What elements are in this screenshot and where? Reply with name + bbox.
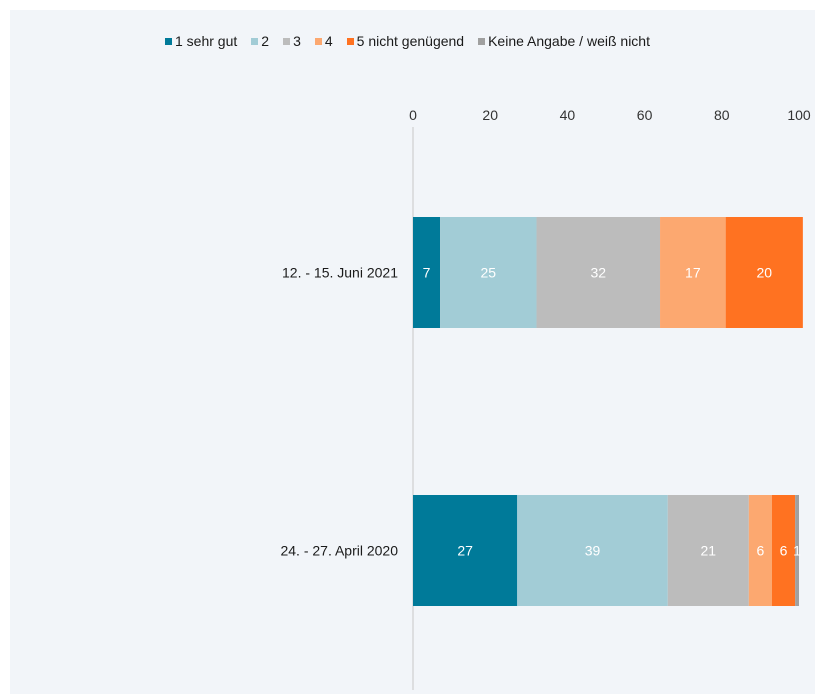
legend-swatch [314,37,322,45]
bar-segment-3 [667,495,749,606]
bar-segment-5-nicht-gen-gend [771,495,796,606]
legend-label: 1 sehr gut [175,33,238,49]
data-label: 21 [701,543,717,559]
x-tick-label: 80 [714,107,730,123]
x-tick-label: 100 [787,107,811,123]
legend-label: 2 [261,33,270,49]
data-label: 17 [685,265,701,281]
bar-segment-1-sehr-gut [413,495,518,606]
legend-item-1: 1 sehr gut [165,33,237,49]
legend-label: 4 [324,33,333,49]
legend-swatch [346,37,354,45]
x-tick-label: 0 [409,107,417,123]
legend-swatch [283,37,291,45]
bar-segment-2 [440,217,537,328]
legend-item-3: 3 [283,33,301,49]
data-label: 27 [457,543,473,559]
x-tick-label: 20 [482,107,498,123]
data-label: 39 [585,543,601,559]
data-label: 25 [480,265,496,281]
data-label: 7 [423,265,431,281]
data-label: 6 [757,543,765,559]
chart-legend: 1 sehr gut 2 3 4 5 nicht genügend Keine Angab… [0,33,815,49]
data-label: 32 [590,265,606,281]
data-label: 6 [780,543,788,559]
legend-label: Keine Angabe / weiß nicht [488,33,650,49]
legend-item-2: 2 [251,33,269,49]
data-label: 20 [756,265,772,281]
bar-segment-keine-angabe-wei-nicht [795,495,799,606]
x-tick-label: 60 [637,107,653,123]
bar-segment-4 [660,217,726,328]
legend-swatch [251,37,259,45]
legend-swatch [165,37,172,45]
x-tick-label: 40 [560,107,576,123]
category-label: 12. - 15. Juni 2021 [282,265,398,281]
category-label: 24. - 27. April 2020 [280,543,398,559]
data-label: 1 [793,543,801,559]
legend-item-6: Keine Angabe / weiß nicht [478,33,650,49]
bar-segment-4 [748,495,772,606]
legend-item-4: 4 [314,33,333,49]
legend-label: 5 nicht genügend [356,33,465,49]
bar-segment-5-nicht-gen-gend [725,217,803,328]
legend-swatch [478,37,486,45]
legend-item-5: 5 nicht genügend [346,33,465,49]
bar-segment-1-sehr-gut [413,217,441,328]
bar-segment-2 [517,495,668,606]
bar-segment-3 [536,217,661,328]
legend-label: 3 [293,33,301,49]
